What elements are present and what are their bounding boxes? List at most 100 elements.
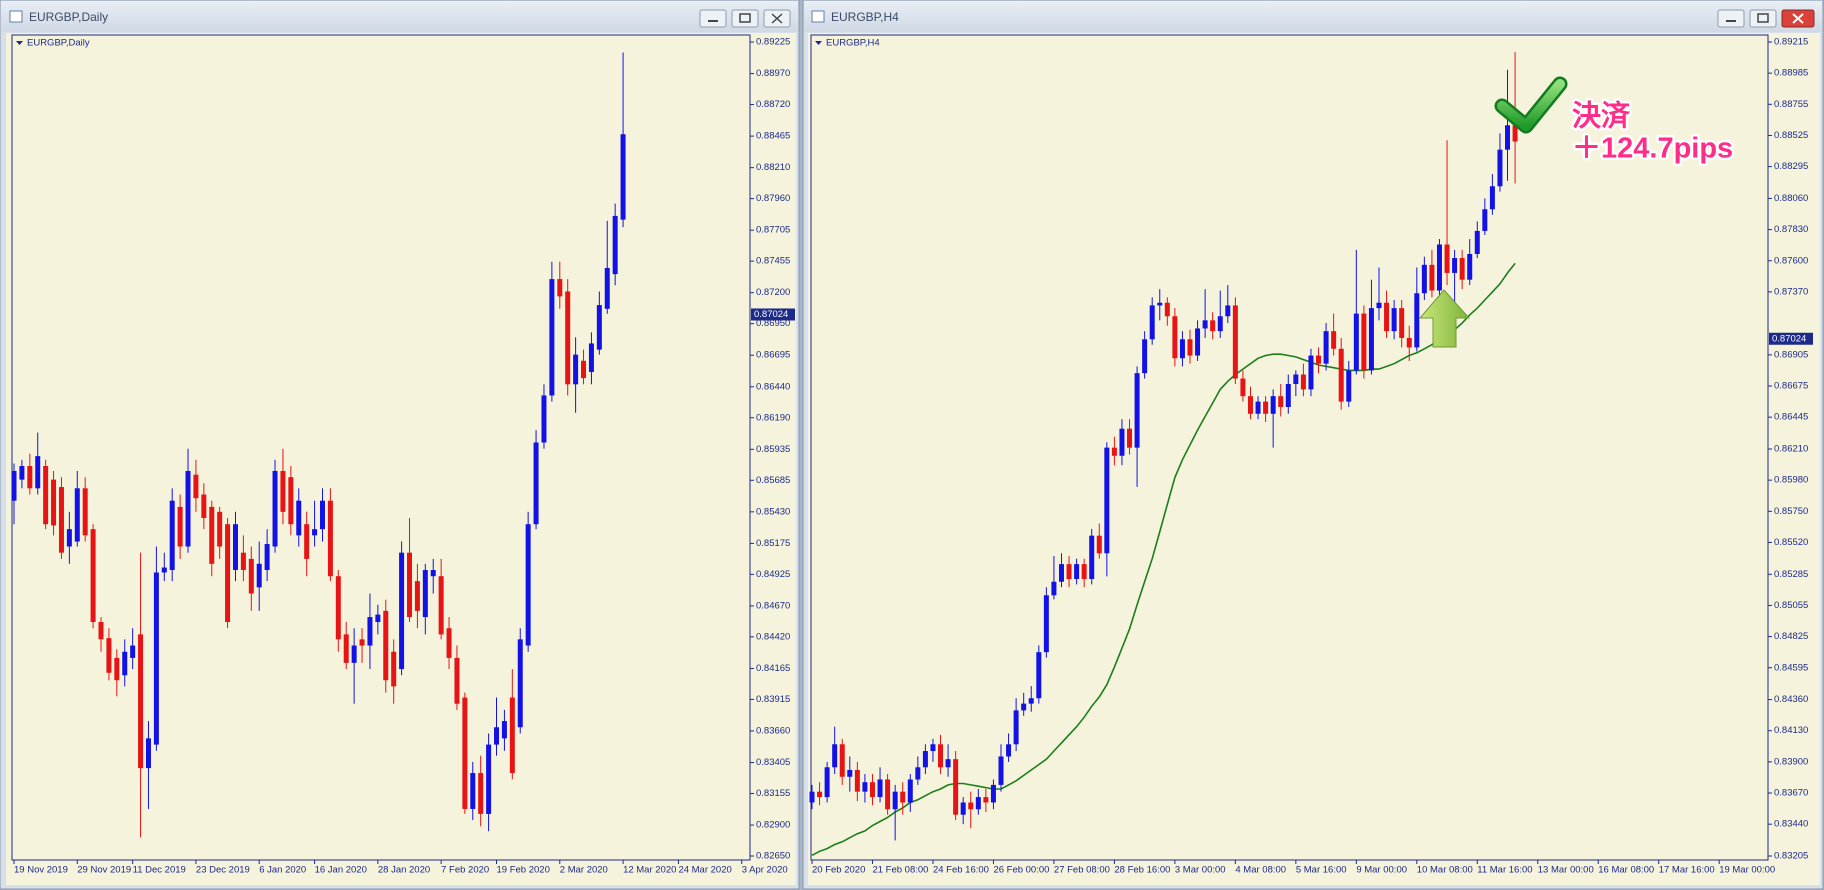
candle-body <box>1255 401 1261 414</box>
candle-body <box>43 466 49 525</box>
candle-body <box>1149 305 1155 340</box>
candle-body <box>1497 149 1503 187</box>
y-tick-label: 0.89225 <box>756 37 790 48</box>
y-tick-label: 0.85430 <box>756 506 790 517</box>
y-tick-label: 0.84925 <box>756 569 790 580</box>
x-tick-label: 16 Jan 2020 <box>315 865 367 876</box>
checkmark <box>1497 79 1565 131</box>
candle-body <box>161 567 167 573</box>
y-tick-label: 0.87705 <box>756 225 790 236</box>
candle-body <box>877 779 883 798</box>
candle-body <box>1081 564 1087 580</box>
y-tick-label: 0.83900 <box>1774 756 1808 767</box>
maximize-button[interactable] <box>1749 9 1777 28</box>
chart-area <box>6 33 796 885</box>
candle-body <box>1368 308 1374 371</box>
candle-body <box>335 576 341 640</box>
y-tick-label: 0.86440 <box>756 381 790 392</box>
candle-body <box>193 474 199 499</box>
x-tick-label: 11 Mar 16:00 <box>1477 865 1532 876</box>
candle-body <box>1058 564 1064 582</box>
y-tick-label: 0.88525 <box>1774 130 1808 141</box>
candle-body <box>1421 264 1427 294</box>
maximize-button[interactable] <box>731 9 759 28</box>
x-tick-label: 19 Mar 00:00 <box>1719 865 1775 876</box>
candle-body <box>209 506 215 564</box>
candle-body <box>1316 355 1322 364</box>
candle-body <box>90 529 96 623</box>
candle-body <box>1164 302 1170 317</box>
candle-body <box>1096 535 1102 554</box>
candle-body <box>1134 373 1140 448</box>
candle-body <box>312 529 318 536</box>
candle-body <box>930 744 936 752</box>
x-tick-label: 10 Mar 08:00 <box>1417 865 1473 876</box>
window-title: EURGBP,Daily <box>29 10 108 24</box>
candle-body <box>915 767 921 780</box>
y-tick-label: 0.87600 <box>1774 255 1808 266</box>
y-tick-label: 0.85520 <box>1774 537 1808 548</box>
candle-body <box>122 651 128 676</box>
candle-body <box>1006 744 1012 757</box>
y-tick-label: 0.84360 <box>1774 694 1808 705</box>
y-tick-label: 0.85935 <box>756 444 790 455</box>
y-tick-label: 0.83405 <box>756 757 790 768</box>
y-tick-label: 0.88755 <box>1774 99 1808 110</box>
x-tick-label: 2 Mar 2020 <box>560 865 608 876</box>
y-tick-label: 0.88295 <box>1774 161 1808 172</box>
candle-body <box>1217 316 1223 332</box>
y-tick-label: 0.84420 <box>756 631 790 642</box>
candle-body <box>998 756 1004 785</box>
window-icon <box>811 10 825 23</box>
candle-body <box>201 494 207 519</box>
candle-body <box>145 738 151 769</box>
candle-body <box>280 470 286 512</box>
chart-area <box>808 33 1820 885</box>
candle-body <box>1021 703 1027 711</box>
y-tick-label: 0.84165 <box>756 663 790 674</box>
candle-body <box>517 639 523 728</box>
candle-body <box>1429 264 1435 291</box>
candle-body <box>968 802 974 810</box>
minimize-button[interactable] <box>699 9 727 28</box>
x-tick-label: 27 Feb 08:00 <box>1054 865 1110 876</box>
candle-body <box>1444 244 1450 273</box>
candle-body <box>264 544 270 571</box>
candle-body <box>359 639 365 646</box>
candle-body <box>1452 258 1458 273</box>
plots: EURGBP,Daily 0.89225 0.88970 0.88720 0.88465… <box>11 34 1813 876</box>
candle-body <box>1384 302 1390 332</box>
candle-body <box>1414 293 1420 348</box>
candle-body <box>1376 302 1382 309</box>
plot-frame <box>810 34 1769 861</box>
minimize-button[interactable] <box>1717 9 1745 28</box>
candle-body <box>847 769 853 777</box>
y-tick-label: 0.89215 <box>1774 37 1808 48</box>
candle-body <box>1232 305 1238 379</box>
x-tick-label: 3 Apr 2020 <box>742 865 788 876</box>
candle-body <box>1293 374 1299 384</box>
candle-body <box>169 500 175 571</box>
x-tick-label: 16 Mar 08:00 <box>1598 865 1654 876</box>
entry-arrow <box>1418 289 1471 348</box>
y-tick-label: 0.88720 <box>756 99 790 110</box>
candle-body <box>422 570 428 618</box>
candle-body <box>1247 396 1253 414</box>
candle-body <box>817 791 823 798</box>
candle-body <box>98 622 104 640</box>
candle-body <box>557 279 563 297</box>
candle-body <box>351 645 357 663</box>
candle-body <box>565 291 571 385</box>
candle-body <box>177 506 183 547</box>
x-tick-label: 24 Feb 16:00 <box>933 865 989 876</box>
icon <box>1792 13 1804 24</box>
x-tick-label: 21 Feb 08:00 <box>872 865 928 876</box>
x-tick-label: 9 Mar 00:00 <box>1356 865 1407 876</box>
candle-body <box>225 524 231 623</box>
candle-body <box>19 466 25 480</box>
annotation: ＋124.7pips <box>1572 133 1733 165</box>
candle-body <box>1119 428 1125 456</box>
y-tick-label: 0.86675 <box>1774 381 1808 392</box>
candle-body <box>66 529 72 547</box>
